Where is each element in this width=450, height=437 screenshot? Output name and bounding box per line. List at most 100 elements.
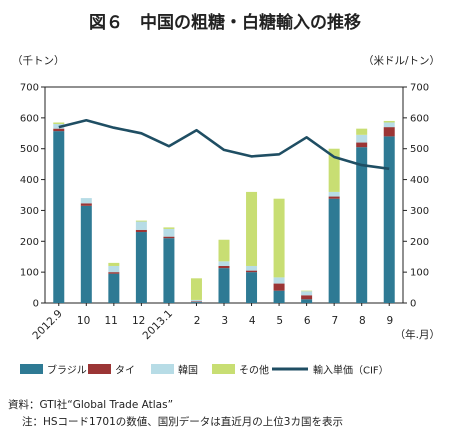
legend-label: 韓国: [178, 365, 198, 377]
bar-segment: [273, 198, 285, 278]
bar-segment: [218, 239, 230, 262]
x-tick-label: 2: [194, 315, 201, 327]
bar-segment: [246, 191, 258, 266]
bar-segment: [383, 120, 395, 123]
source-text: 資料：GTI社“Global Trade Atlas”: [8, 398, 173, 411]
bar-segment: [273, 277, 285, 284]
bar-segment: [218, 261, 230, 266]
left-tick-label: 500: [20, 144, 39, 155]
x-tick-label: 6: [304, 315, 311, 327]
right-tick-label: 700: [410, 83, 429, 94]
bar-segment: [53, 131, 65, 303]
legend-swatch: [212, 364, 235, 374]
left-tick-label: 700: [20, 83, 39, 94]
bar-segment: [53, 122, 65, 125]
x-tick-label: 4: [249, 315, 256, 327]
x-tick-label: 3: [221, 315, 228, 327]
legend: ブラジル タイ 韓国 その他 輸入単価（CIF）: [20, 364, 389, 377]
bar-segment: [135, 229, 147, 233]
bar-segment: [108, 273, 120, 303]
bar-segment: [301, 290, 313, 292]
bar-segment: [190, 302, 202, 303]
bar-segment: [301, 295, 313, 300]
bar-segment: [163, 227, 175, 229]
bar-segment: [53, 128, 65, 132]
bar-segment: [301, 291, 313, 296]
bar-series: [53, 120, 395, 303]
right-tick-label: 0: [410, 299, 416, 310]
legend-label: ブラジル: [47, 364, 87, 377]
right-axis-unit: （米ドル/トン）: [363, 54, 440, 67]
bar-segment: [246, 270, 258, 273]
bar-segment: [328, 198, 340, 303]
note-text: 注：HSコード1701の数値、国別データは直近月の上位3カ国を表示: [22, 415, 343, 428]
bar-segment: [356, 147, 368, 303]
x-axis-unit: （年.月）: [395, 328, 440, 341]
x-tick-label: 2013.1: [141, 308, 175, 342]
legend-swatch: [88, 364, 111, 374]
bar-segment: [383, 127, 395, 137]
x-tick-label: 11: [104, 315, 117, 327]
bar-segment: [135, 220, 147, 222]
left-tick-label: 600: [20, 113, 39, 124]
legend-label: タイ: [115, 365, 135, 377]
bar-segment: [246, 272, 258, 303]
bar-segment: [190, 278, 202, 300]
bar-segment: [135, 221, 147, 230]
bar-segment: [383, 136, 395, 303]
bar-segment: [80, 198, 92, 204]
right-tick-label: 300: [410, 206, 429, 217]
left-tick-label: 300: [20, 206, 39, 217]
bar-segment: [163, 228, 175, 237]
left-tick-label: 0: [33, 299, 39, 310]
legend-label: その他: [239, 364, 269, 377]
legend-swatch: [20, 364, 43, 374]
bar-segment: [108, 262, 120, 266]
bar-segment: [163, 236, 175, 239]
bar-segment: [218, 268, 230, 303]
bar-segment: [328, 148, 340, 192]
x-tick-label: 10: [77, 315, 90, 327]
chart-title: 図６ 中国の粗糖・白糖輸入の推移: [89, 12, 361, 33]
bar-segment: [108, 265, 120, 273]
right-tick-label: 400: [410, 175, 429, 186]
bar-segment: [328, 191, 340, 197]
bar-segment: [273, 290, 285, 303]
left-axis-unit: （千トン）: [12, 55, 65, 67]
x-tick-label: 9: [387, 315, 394, 327]
right-tick-label: 500: [410, 144, 429, 155]
bar-segment: [328, 196, 340, 199]
bar-segment: [135, 232, 147, 303]
x-tick-label: 5: [276, 315, 283, 327]
legend-label: 輸入単価（CIF）: [313, 364, 389, 377]
bar-segment: [356, 142, 368, 148]
bar-segment: [356, 134, 368, 143]
bar-segment: [383, 122, 395, 128]
right-tick-label: 600: [410, 113, 429, 124]
bar-segment: [246, 265, 258, 271]
bar-segment: [273, 283, 285, 291]
bar-segment: [356, 128, 368, 135]
left-tick-label: 200: [20, 237, 39, 248]
bar-segment: [190, 301, 202, 303]
right-tick-label: 100: [410, 268, 429, 279]
bar-segment: [80, 205, 92, 303]
bar-segment: [301, 299, 313, 303]
bar-segment: [163, 238, 175, 303]
bar-segment: [108, 272, 120, 274]
price-line: [58, 119, 390, 171]
bar-segment: [80, 203, 92, 206]
legend-swatch: [151, 364, 174, 374]
left-tick-label: 400: [20, 175, 39, 186]
bar-segment: [218, 265, 230, 269]
bar-segment: [190, 299, 202, 302]
x-tick-label: 7: [331, 315, 338, 327]
price-line-series: [58, 119, 390, 171]
x-tick-label: 8: [359, 315, 366, 327]
right-tick-label: 200: [410, 237, 429, 248]
x-tick-label: 2012.9: [30, 308, 64, 342]
left-tick-label: 100: [20, 268, 39, 279]
x-tick-label: 12: [132, 315, 145, 327]
